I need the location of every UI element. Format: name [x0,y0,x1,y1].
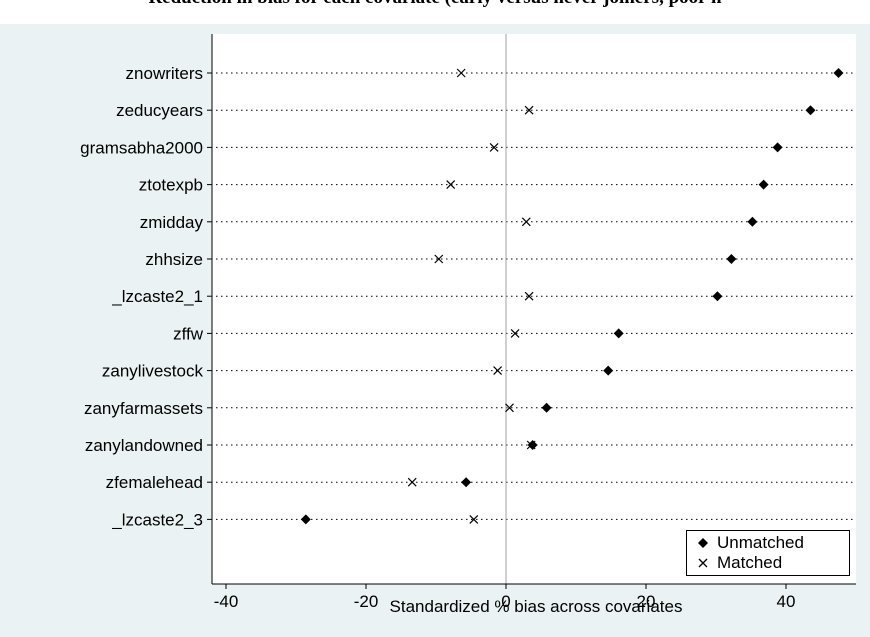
point-unmatched-zanyfarmassets [541,402,552,413]
point-unmatched-zhhsize [726,254,737,264]
ytick-label-zeducyears: zeducyears [116,101,203,120]
point-matched-zfemalehead [407,477,417,487]
x-axis-label: Standardized % bias across covariates [390,597,683,616]
plot-area [212,34,856,584]
xtick-label--20: -20 [354,592,379,611]
ytick-label-znowriters: znowriters [126,64,203,83]
ytick-label-ztotexpb: ztotexpb [139,176,203,195]
xtick-label-40: 40 [777,592,796,611]
point-matched-lzcaste2-3 [469,514,479,524]
legend-item-unmatched: Unmatched [693,533,804,553]
ytick-label-zhhsize: zhhsize [145,250,203,269]
xtick-label-20: 20 [637,592,656,611]
legend: Unmatched Matched [686,530,850,576]
ytick-label-zfemalehead: zfemalehead [106,473,203,492]
ytick-label-zanylandowned: zanylandowned [85,436,203,455]
point-matched-zanylivestock [493,366,503,376]
point-unmatched-gramsabha2000 [772,142,783,153]
point-unmatched-ztotexpb [758,179,769,190]
point-unmatched-zffw [613,328,624,339]
point-unmatched-lzcaste2-3 [300,514,311,525]
point-matched-zeducyears [524,105,534,115]
legend-item-matched: Matched [693,553,782,573]
point-matched-lzcaste2-1 [524,291,534,301]
point-unmatched-zanylandowned [527,440,538,450]
point-matched-gramsabha2000 [489,142,499,152]
ytick-label-zanyfarmassets: zanyfarmassets [84,399,203,418]
point-matched-zffw [510,328,520,338]
bias-dot-plot: znowriters zeducyears gramsabha2000 ztotexp… [80,34,856,616]
ytick-label-lzcaste2-1: _lzcaste2_1 [111,287,203,306]
ytick-label-zmidday: zmidday [140,213,204,232]
point-matched-ztotexpb [446,180,456,190]
point-unmatched-zfemalehead [461,477,472,488]
ytick-label-zanylivestock: zanylivestock [102,362,204,381]
legend-label-matched: Matched [717,553,783,572]
point-unmatched-zanylivestock [603,365,614,376]
point-matched-zhhsize [434,254,444,264]
ytick-label-zffw: zffw [173,324,204,343]
point-unmatched-lzcaste2-1 [712,291,723,302]
legend-x-icon [698,558,708,568]
ytick-label-gramsabha2000: gramsabha2000 [80,138,203,157]
point-matched-zmidday [521,217,531,227]
point-matched-znowriters [456,68,466,78]
point-matched-zanylandowned [526,440,536,450]
point-unmatched-zeducyears [805,105,816,116]
chart-title: Reduction in bias for each covariate (ea… [0,0,870,9]
point-unmatched-znowriters [833,68,844,78]
point-matched-zanyfarmassets [505,403,514,413]
point-unmatched-zmidday [747,216,758,227]
legend-label-unmatched: Unmatched [717,533,804,552]
xtick-label-0: 0 [501,592,510,611]
ytick-label-lzcaste2-3: _lzcaste2_3 [111,510,203,529]
legend-diamond-icon [698,538,708,548]
xtick-label--40: -40 [214,592,239,611]
chart-figure: znowriters zeducyears gramsabha2000 ztotexp… [0,24,870,637]
